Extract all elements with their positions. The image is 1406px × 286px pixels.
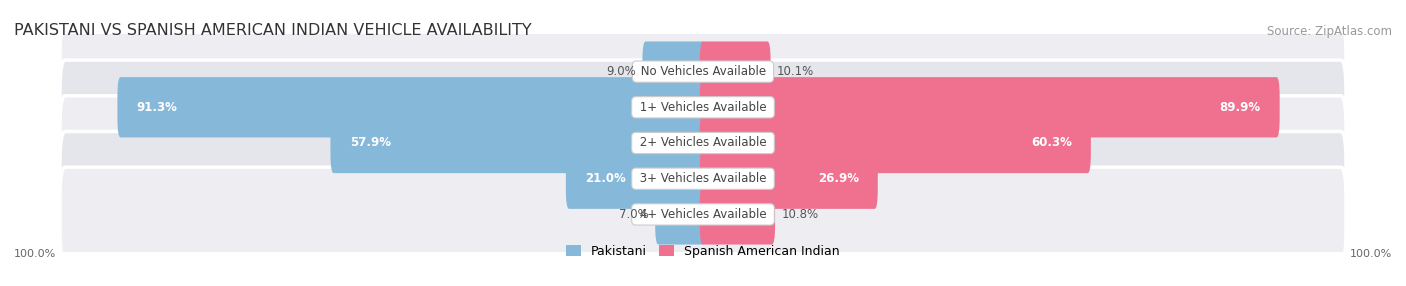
Text: 100.0%: 100.0%: [14, 249, 56, 259]
FancyBboxPatch shape: [60, 132, 1346, 226]
FancyBboxPatch shape: [565, 148, 706, 209]
Text: 7.0%: 7.0%: [619, 208, 648, 221]
FancyBboxPatch shape: [655, 184, 706, 245]
FancyBboxPatch shape: [700, 77, 1279, 138]
FancyBboxPatch shape: [700, 41, 770, 102]
Text: 1+ Vehicles Available: 1+ Vehicles Available: [636, 101, 770, 114]
FancyBboxPatch shape: [643, 41, 706, 102]
FancyBboxPatch shape: [118, 77, 706, 138]
Text: 9.0%: 9.0%: [606, 65, 636, 78]
Text: 57.9%: 57.9%: [350, 136, 391, 150]
FancyBboxPatch shape: [60, 60, 1346, 154]
FancyBboxPatch shape: [700, 113, 1091, 173]
Text: 3+ Vehicles Available: 3+ Vehicles Available: [636, 172, 770, 185]
Text: 10.1%: 10.1%: [778, 65, 814, 78]
Text: 100.0%: 100.0%: [1350, 249, 1392, 259]
FancyBboxPatch shape: [700, 184, 775, 245]
Text: 89.9%: 89.9%: [1219, 101, 1261, 114]
Text: No Vehicles Available: No Vehicles Available: [637, 65, 769, 78]
Text: PAKISTANI VS SPANISH AMERICAN INDIAN VEHICLE AVAILABILITY: PAKISTANI VS SPANISH AMERICAN INDIAN VEH…: [14, 23, 531, 38]
Text: 26.9%: 26.9%: [818, 172, 859, 185]
Text: 10.8%: 10.8%: [782, 208, 818, 221]
Text: 91.3%: 91.3%: [136, 101, 177, 114]
Text: Source: ZipAtlas.com: Source: ZipAtlas.com: [1267, 25, 1392, 38]
Text: 60.3%: 60.3%: [1031, 136, 1071, 150]
FancyBboxPatch shape: [330, 113, 706, 173]
Text: 21.0%: 21.0%: [585, 172, 626, 185]
Text: 4+ Vehicles Available: 4+ Vehicles Available: [636, 208, 770, 221]
FancyBboxPatch shape: [60, 24, 1346, 119]
FancyBboxPatch shape: [60, 167, 1346, 262]
FancyBboxPatch shape: [60, 96, 1346, 190]
FancyBboxPatch shape: [700, 148, 877, 209]
Legend: Pakistani, Spanish American Indian: Pakistani, Spanish American Indian: [561, 240, 845, 263]
Text: 2+ Vehicles Available: 2+ Vehicles Available: [636, 136, 770, 150]
